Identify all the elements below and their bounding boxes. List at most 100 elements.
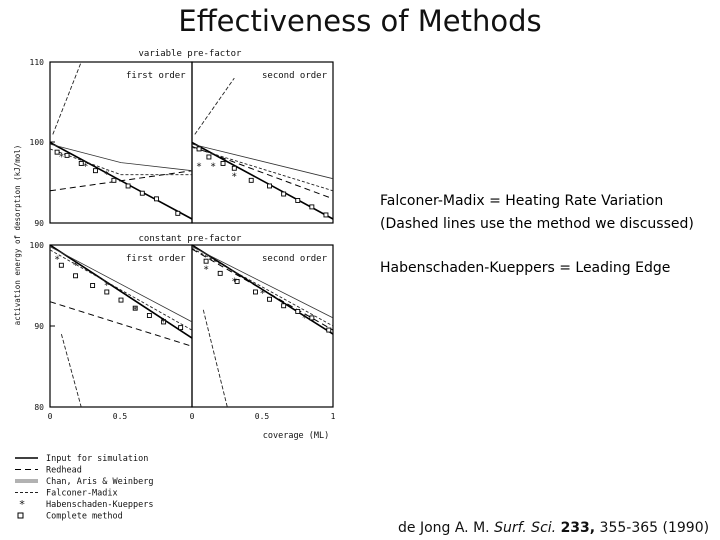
top-first-order-chan-line bbox=[49, 143, 193, 172]
top-first-order-complete-point-6 bbox=[125, 183, 131, 189]
bottom-first-order-complete-point-4 bbox=[104, 289, 110, 295]
note-habenschaden-kueppers: Habenschaden-Kueppers = Leading Edge bbox=[380, 260, 671, 276]
panel-title-4: second order bbox=[262, 254, 328, 264]
legend-label-5: Habenschaden-Kueppers bbox=[46, 500, 153, 510]
x-axis-label: coverage (ML) bbox=[263, 431, 330, 441]
top-second-order-hk-point-1: * bbox=[196, 162, 202, 173]
citation-close: ) bbox=[703, 520, 710, 536]
bottom-first-order-complete-point-7 bbox=[146, 313, 152, 318]
top-second-order-complete-point-7 bbox=[281, 191, 287, 197]
top-first-order-complete-point-8 bbox=[154, 196, 159, 202]
top-second-order-complete-point-2 bbox=[206, 154, 212, 160]
bottom-first-order-hk-point-4: * bbox=[132, 305, 138, 316]
bottom-second-order-hk-point-1: * bbox=[203, 264, 209, 275]
legend-label-6: Complete method bbox=[46, 512, 123, 522]
top-second-order-complete-point-4 bbox=[231, 165, 237, 171]
top-first-order-hk-point-2: * bbox=[82, 162, 88, 173]
bottom-first-order-hk-point-3: * bbox=[104, 281, 110, 292]
top-first-order-complete-point-9 bbox=[175, 210, 181, 216]
top-first-order-hk-steep-line bbox=[52, 61, 82, 135]
x-tick-2: 0.5 bbox=[113, 412, 128, 421]
section-label-bottom: constant pre-factor bbox=[139, 234, 243, 244]
figure: first order second order first order second… bbox=[13, 49, 336, 522]
x-tick-1: 0 bbox=[48, 412, 53, 421]
y-tick-bottom-2: 90 bbox=[34, 322, 44, 331]
bottom-second-order-complete-point-7 bbox=[295, 308, 301, 314]
top-second-order-complete-point-1 bbox=[196, 146, 202, 152]
legend-label-1: Input for simulation bbox=[46, 454, 148, 464]
bottom-first-order-input-line bbox=[49, 244, 193, 339]
bottom-second-order-complete-point-2 bbox=[217, 270, 223, 276]
panel-title-1: first order bbox=[126, 71, 186, 81]
top-second-order-complete-point-6 bbox=[267, 183, 272, 189]
citation-pages: 355-365 ( bbox=[595, 520, 668, 536]
bottom-second-order-complete-point-6 bbox=[281, 303, 287, 309]
top-first-order-complete-point-2 bbox=[64, 152, 70, 158]
top-second-order-chan-line bbox=[191, 143, 334, 180]
citation-journal: Surf. Sci. bbox=[494, 520, 557, 536]
y-tick-top-3: 90 bbox=[34, 219, 44, 228]
panel-frame-3 bbox=[49, 244, 193, 408]
top-second-order-complete-point-10 bbox=[323, 212, 329, 218]
top-first-order-complete-point-4 bbox=[92, 168, 98, 174]
bottom-first-order-complete-point-6 bbox=[132, 305, 138, 311]
top-second-order-redhead-line bbox=[191, 146, 334, 200]
bottom-second-order-hk-point-3: * bbox=[259, 289, 265, 300]
legend-swatch-5: * bbox=[19, 498, 26, 511]
bottom-first-order-redhead-line bbox=[49, 301, 193, 347]
legend-label-4: Falconer-Madix bbox=[46, 489, 118, 499]
top-second-order-complete-point-8 bbox=[295, 198, 301, 203]
bottom-first-order-complete-point-9 bbox=[178, 325, 184, 331]
citation: de Jong A. M. Surf. Sci. 233, 355-365 (1… bbox=[398, 520, 709, 536]
y-tick-top-2: 100 bbox=[30, 138, 45, 147]
top-first-order-hk-point-3: * bbox=[104, 170, 110, 181]
y-tick-top-1: 110 bbox=[30, 58, 45, 67]
top-first-order-complete-point-7 bbox=[139, 190, 145, 196]
bottom-first-order-complete-point-2 bbox=[73, 273, 79, 279]
top-first-order-complete-point-1 bbox=[54, 149, 60, 155]
top-first-order-redhead-line bbox=[49, 170, 193, 192]
legend-label-2: Redhead bbox=[46, 466, 82, 476]
citation-authors: de Jong A. M. bbox=[398, 520, 495, 536]
panel-frame-4 bbox=[191, 244, 334, 408]
y-tick-bottom-1: 100 bbox=[30, 241, 45, 250]
bottom-first-order-falconer-line bbox=[49, 249, 193, 331]
bottom-first-order-hk-steep-line bbox=[60, 333, 82, 408]
bottom-first-order-complete-point-5 bbox=[118, 297, 124, 303]
bottom-second-order-hk-point-4: * bbox=[302, 313, 308, 324]
bottom-second-order-complete-point-3 bbox=[234, 278, 240, 284]
bottom-first-order-hk-point-5: * bbox=[161, 317, 167, 328]
top-second-order-complete-point-3 bbox=[220, 160, 226, 166]
bottom-first-order-chan-line bbox=[49, 246, 193, 323]
top-second-order-falconer-line bbox=[191, 146, 334, 192]
bottom-second-order-hk-point-2: * bbox=[231, 276, 237, 287]
bottom-second-order-hk-steep-line bbox=[202, 309, 228, 408]
bottom-second-order-complete-point-4 bbox=[252, 289, 258, 295]
bottom-second-order-falconer-line bbox=[191, 247, 334, 327]
top-second-order-complete-point-5 bbox=[248, 177, 254, 183]
bottom-first-order-complete-point-3 bbox=[90, 283, 96, 288]
bottom-first-order-hk-point-1: * bbox=[54, 255, 60, 266]
panel-title-2: second order bbox=[262, 71, 328, 81]
x-tick-5: 1 bbox=[331, 412, 336, 421]
y-tick-bottom-3: 80 bbox=[34, 403, 44, 412]
citation-volume: 233, bbox=[560, 520, 596, 536]
top-first-order-falconer-line bbox=[49, 148, 192, 176]
legend-label-3: Chan, Aris & Weinberg bbox=[46, 477, 153, 487]
top-first-order-complete-point-3 bbox=[78, 160, 84, 166]
top-first-order-hk-point-1: * bbox=[58, 152, 64, 163]
bottom-second-order-complete-point-1 bbox=[203, 258, 209, 264]
x-tick-4: 0.5 bbox=[255, 412, 270, 421]
citation-year: 1990 bbox=[667, 520, 704, 536]
bottom-first-order-complete-point-8 bbox=[161, 319, 167, 325]
top-second-order-hk-point-2: * bbox=[210, 162, 216, 173]
section-label-top: variable pre-factor bbox=[139, 49, 243, 59]
note-dashed-lines: (Dashed lines use the method we discusse… bbox=[380, 216, 694, 232]
legend-swatch-6 bbox=[17, 512, 24, 519]
bottom-second-order-chan-line bbox=[191, 246, 334, 319]
bottom-first-order-complete-point-1 bbox=[58, 262, 64, 268]
top-second-order-hk-steep-line bbox=[194, 77, 235, 135]
panel-frame-2 bbox=[191, 61, 334, 224]
bottom-second-order-complete-point-5 bbox=[267, 296, 272, 302]
x-tick-3: 0 bbox=[190, 412, 195, 421]
